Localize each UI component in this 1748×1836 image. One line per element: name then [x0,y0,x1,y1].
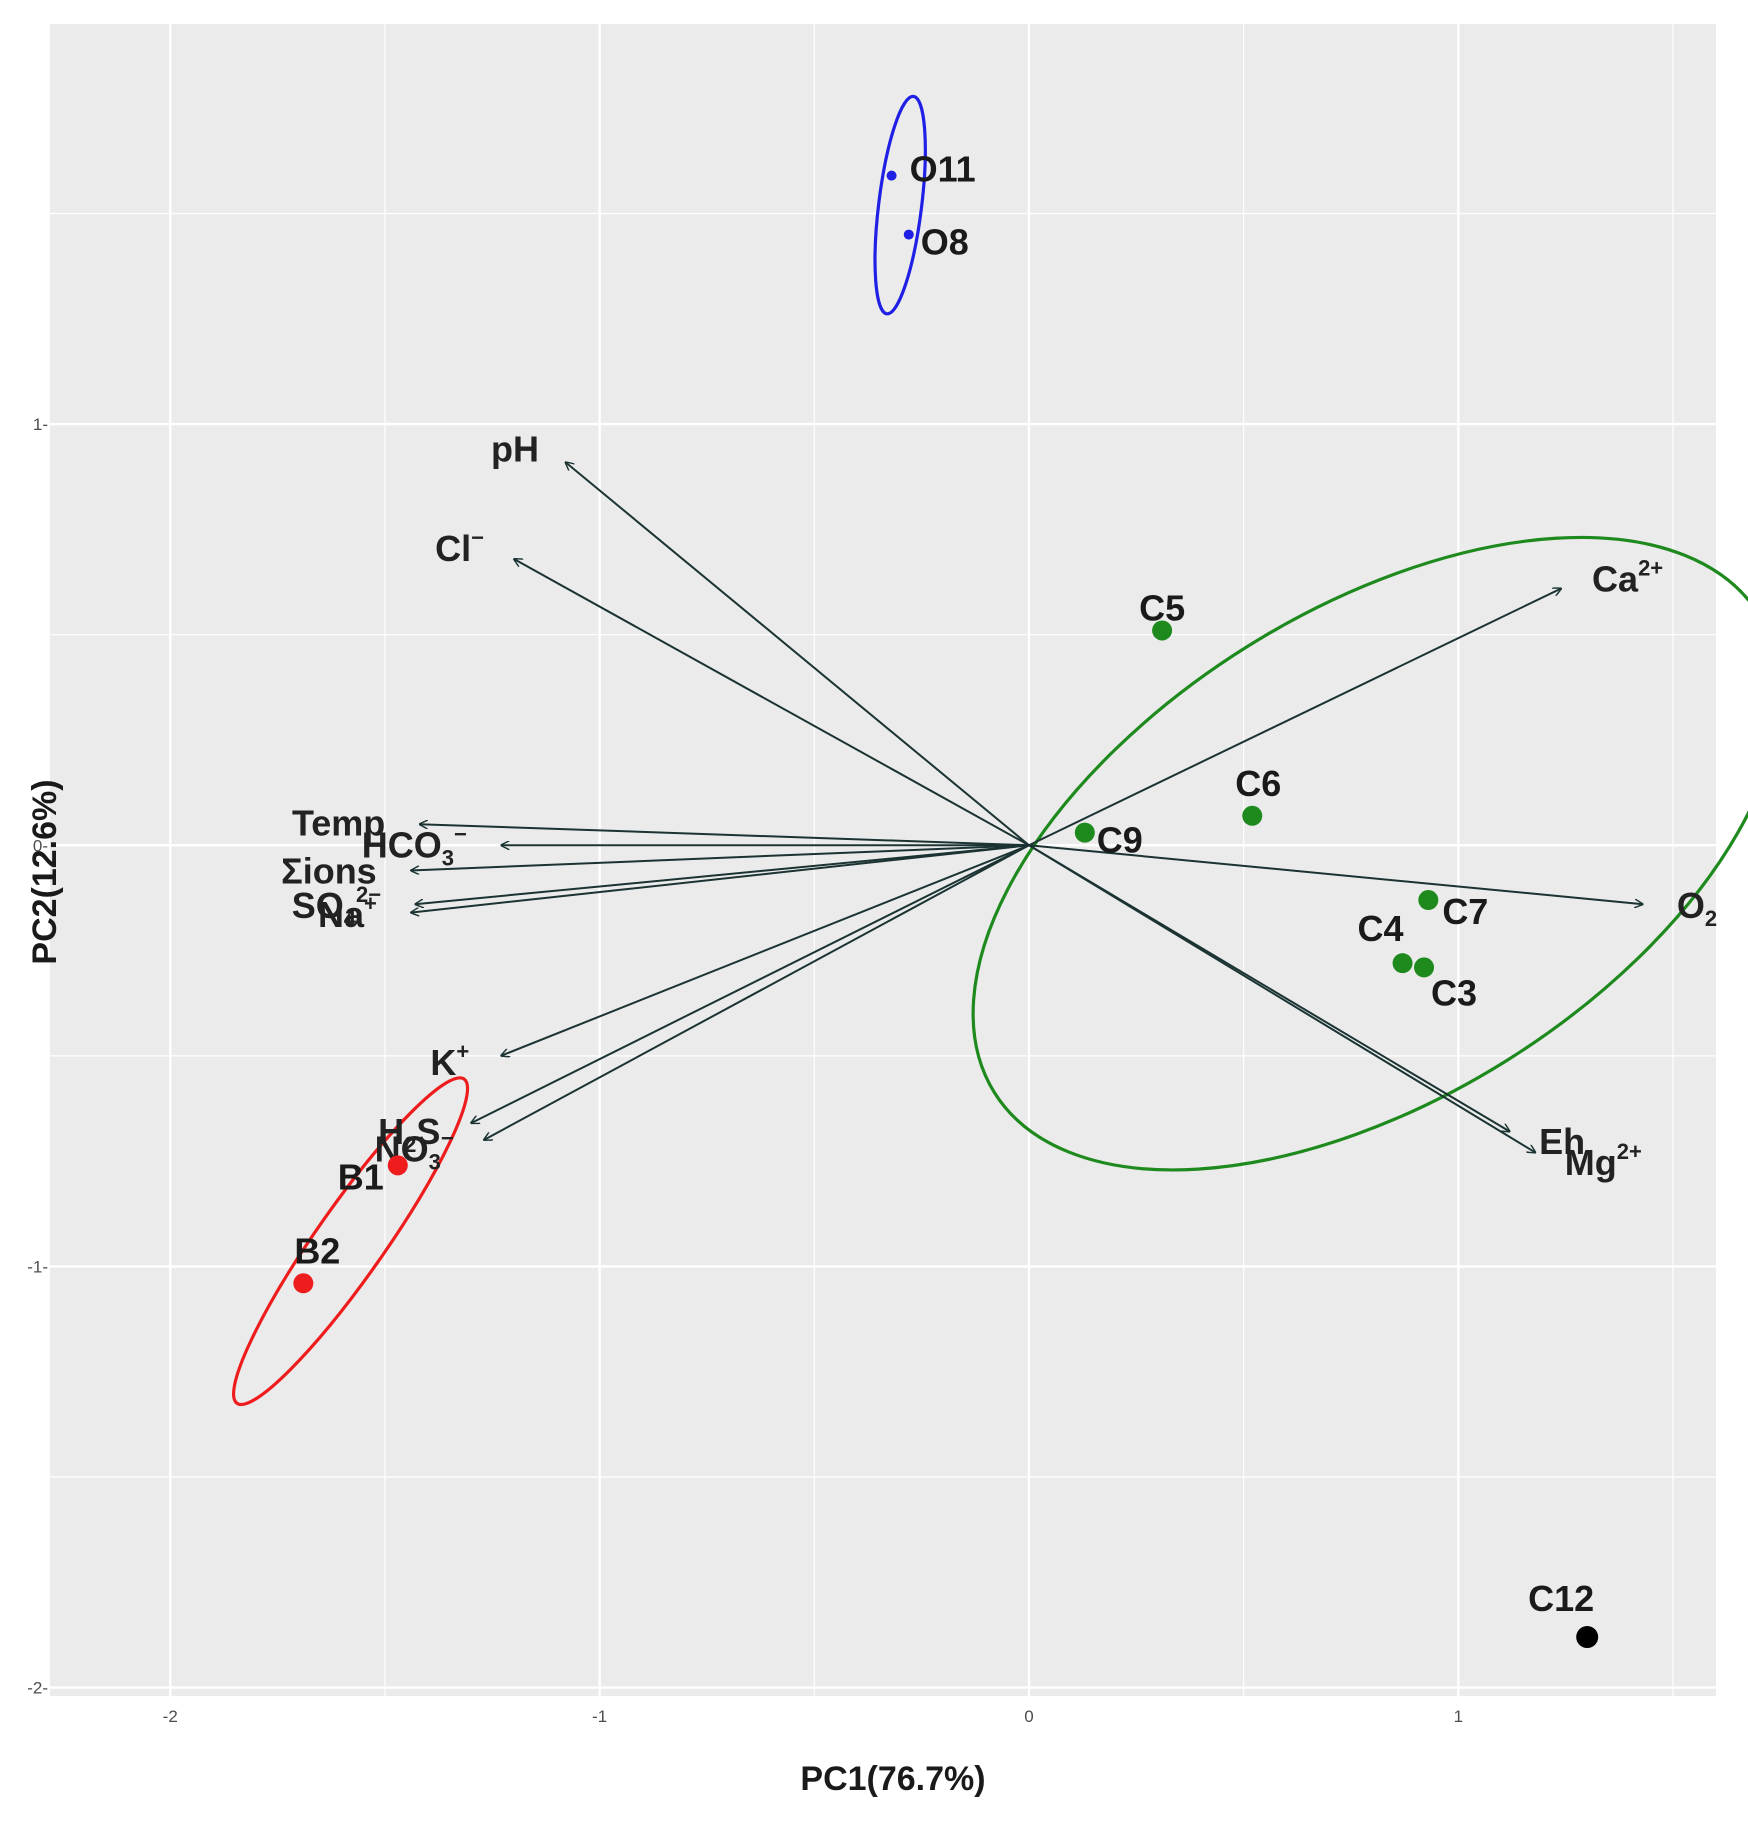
y-tick-label: -2- [27,1679,48,1698]
arrow-ions [411,844,1030,870]
sample-label-o8: O8 [921,222,969,263]
sample-point-c12 [1576,1626,1599,1649]
x-tick-label: -1 [592,1707,607,1726]
group-ellipses [231,94,1748,1407]
sample-label-c7: C7 [1442,891,1488,932]
arrow-k [501,844,1030,1056]
arrow-h [471,844,1030,1123]
sample-point-b2 [293,1273,314,1294]
variable-label: H2S [378,1111,440,1157]
y-tick-label: 1- [33,415,48,434]
sample-label-c3: C3 [1431,972,1477,1013]
x-tick-label: -2 [163,1707,178,1726]
sample-point-c4 [1392,953,1413,974]
sample-label-c9: C9 [1097,820,1143,861]
arrow-mg [1028,844,1536,1152]
ellipse-group-C [971,535,1748,1172]
arrow-temp [419,824,1030,847]
x-tick-label: 1 [1454,1707,1463,1726]
arrow-na [411,844,1030,912]
x-tick-label: 0 [1024,1707,1033,1726]
sample-label-b2: B2 [294,1230,340,1271]
arrow-no [484,844,1030,1140]
variable-label: NO3− [375,1126,454,1175]
grid-minor [50,24,1716,1696]
sample-label-b1: B1 [338,1156,384,1197]
sample-point-b1 [387,1155,408,1176]
sample-point-o8 [903,229,914,240]
variable-label: Temp [292,803,385,844]
y-tick-label: 0- [33,836,48,855]
variable-label: Cl− [435,525,484,569]
loading-arrows [411,462,1643,1153]
axis-ticks: -2 -1 0 1 -2- -1- 0- 1- [27,415,1463,1726]
y-tick-label: -1- [27,1257,48,1276]
variable-label: pH [491,428,539,469]
sample-labels: O11 O8 C5 C6 C9 C7 C4 C3 B1 B2 C12 [294,149,1594,1619]
sample-point-o11 [886,170,897,181]
x-axis-title: PC1(76.7%) [800,1760,985,1798]
sample-point-c3 [1414,957,1435,978]
arrow-so [415,844,1030,904]
ellipse-group-B [231,1076,470,1407]
sample-point-c7 [1418,890,1439,911]
sample-label-c12: C12 [1528,1578,1594,1619]
sample-point-c5 [1152,620,1173,641]
arrow-ph [565,462,1030,847]
y-axis-title: PC2(12.6%) [26,779,64,964]
sample-points [293,170,1599,1649]
variable-label: Eh [1539,1121,1585,1162]
arrow-cl [514,559,1030,847]
sample-label-c5: C5 [1139,587,1185,628]
sample-label-c6: C6 [1235,763,1281,804]
variable-label: Ca2+ [1592,556,1663,600]
sample-label-c4: C4 [1358,908,1404,949]
variable-label: Σions [281,850,377,891]
arrow-ca [1028,588,1561,847]
sample-label-o11: O11 [910,149,976,190]
sample-point-c6 [1242,805,1263,826]
arrow-o [1028,844,1643,904]
sample-point-c9 [1074,822,1095,843]
ellipse-group-O [873,94,927,316]
